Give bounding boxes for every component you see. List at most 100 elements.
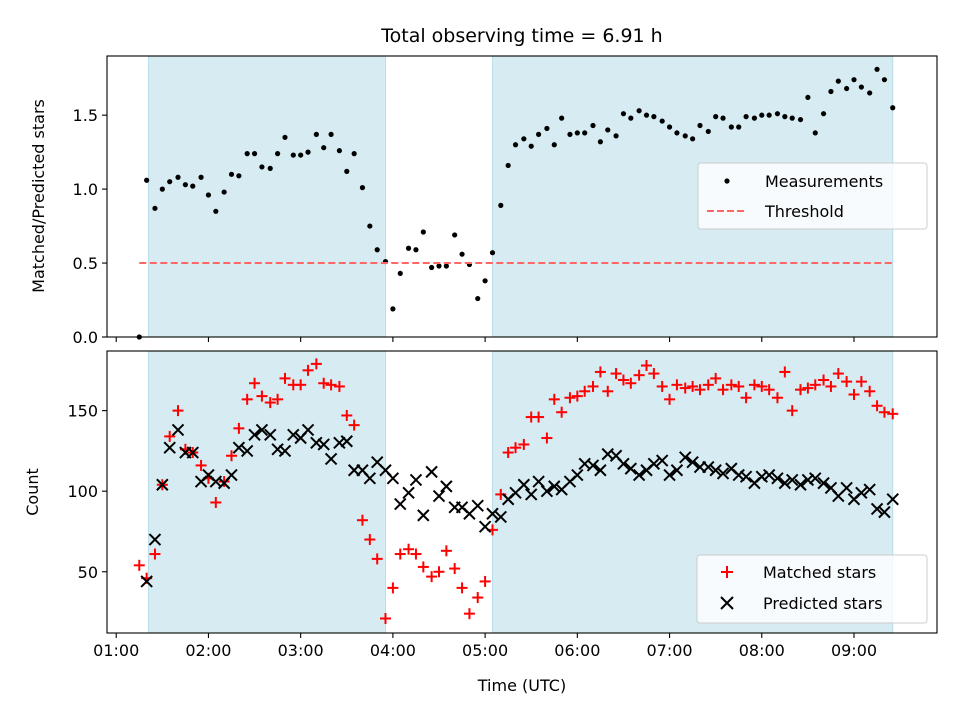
matched-star-point [679, 382, 691, 394]
predicted-star-point [225, 468, 238, 482]
matched-star-point [809, 379, 821, 391]
predicted-star-point [317, 438, 330, 451]
predicted-star-point [709, 464, 722, 477]
predicted-star-point [878, 505, 891, 519]
x-tick-label: 05:00 [462, 641, 508, 660]
matched-star-point [426, 571, 438, 583]
matched-star-point [802, 382, 814, 394]
legend-label-predicted: Predicted stars [763, 594, 883, 613]
measurement-point [259, 164, 265, 170]
matched-star-point [256, 390, 268, 402]
predicted-star-point [163, 441, 176, 454]
measurement-point [782, 114, 788, 120]
predicted-star-point [171, 423, 185, 437]
matched-star-point [579, 385, 591, 397]
matched-star-point [564, 392, 576, 404]
measurement-point [452, 232, 458, 238]
measurement-point [820, 111, 827, 117]
measurement-point [374, 247, 380, 253]
measurement-point [213, 208, 219, 214]
matched-star-point [848, 389, 860, 401]
measurement-point [881, 77, 888, 83]
matched-star-point [302, 364, 314, 376]
predicted-star-point [840, 481, 853, 495]
measurement-point [489, 250, 496, 256]
measurement-point [221, 189, 227, 195]
matched-star-point [502, 447, 514, 459]
matched-star-point [364, 534, 376, 546]
predicted-star-point [855, 486, 868, 500]
predicted-star-point [271, 443, 284, 456]
predicted-star-point [148, 533, 162, 546]
matched-star-point [479, 575, 491, 587]
matched-star-point [149, 548, 161, 560]
matched-star-point [133, 559, 145, 571]
matched-star-point [510, 442, 522, 454]
measurement-point [574, 130, 580, 136]
measurement-point [344, 168, 350, 174]
counts-legend: Matched stars Predicted stars [696, 554, 928, 624]
measurement-point [659, 118, 665, 124]
x-tick-label: 01:00 [93, 641, 139, 660]
matched-star-point [610, 368, 622, 380]
predicted-star-point [525, 488, 538, 501]
measurement-point [521, 136, 527, 142]
measurement-point [582, 130, 588, 136]
matched-star-point [241, 393, 253, 405]
measurement-point [359, 185, 366, 191]
matched-star-point [702, 379, 714, 391]
measurement-point [597, 139, 603, 145]
predicted-star-point [494, 510, 507, 524]
matched-star-point [633, 369, 645, 381]
matched-star-point [594, 366, 606, 378]
predicted-star-point [409, 473, 423, 487]
predicted-star-point [517, 478, 531, 491]
x-tick-label: 02:00 [185, 641, 231, 660]
measurement-point [420, 229, 426, 235]
measurement-point [835, 78, 841, 84]
x-tick-label: 07:00 [647, 641, 693, 660]
matched-star-point [641, 360, 652, 372]
matched-star-point [433, 566, 445, 578]
x-tick-label: 06:00 [554, 641, 600, 660]
matched-star-point [394, 548, 406, 560]
measurement-point [713, 114, 719, 120]
matched-star-point [887, 408, 899, 420]
measurement-point [736, 124, 742, 130]
measurement-point [459, 251, 465, 257]
predicted-star-point [801, 473, 815, 487]
measurement-point [628, 115, 634, 121]
measurement-point [144, 177, 150, 183]
measurement-point [290, 152, 296, 158]
y-tick-label-ratio: 0.0 [73, 328, 98, 347]
predicted-star-point [655, 454, 669, 467]
predicted-star-point [156, 478, 169, 491]
measurement-point [205, 192, 212, 198]
measurement-point [682, 133, 688, 139]
measurement-point [705, 128, 711, 135]
measurement-point [613, 133, 619, 139]
predicted-star-point [240, 444, 254, 458]
matched-star-point [210, 496, 222, 508]
matched-star-point [333, 380, 345, 392]
matched-star-point [472, 592, 484, 604]
measurement-point [643, 112, 650, 118]
matched-star-point [748, 379, 760, 391]
legend-label-threshold: Threshold [764, 202, 844, 221]
measurement-point [551, 142, 557, 148]
matched-star-point [417, 561, 429, 573]
measurement-point [190, 183, 196, 189]
measurement-point [812, 130, 818, 136]
predicted-star-point [255, 423, 269, 437]
measurement-point [175, 174, 181, 180]
measurement-point [397, 270, 403, 277]
predicted-star-point [647, 457, 661, 471]
matched-star-point [740, 392, 752, 404]
matched-star-point [318, 377, 330, 389]
predicted-star-point [264, 428, 277, 442]
matched-star-point [617, 374, 629, 386]
matched-star-point [694, 384, 706, 396]
measurement-point [390, 306, 396, 312]
measurement-point [152, 205, 158, 211]
predicted-star-point [632, 468, 646, 482]
